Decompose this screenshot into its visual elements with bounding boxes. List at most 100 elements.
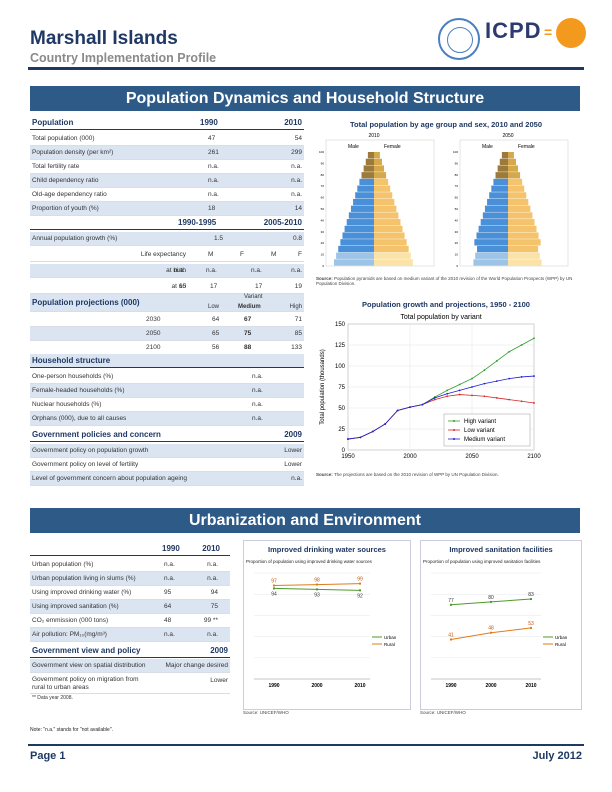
y-tick-label: 0 [342, 448, 346, 454]
legend-label: Rural [555, 642, 566, 647]
cell: 71 [294, 316, 302, 323]
pyramid-bar-female [508, 225, 537, 233]
water-chart-title: Improved drinking water sources [268, 545, 386, 554]
data-point [450, 603, 452, 606]
row-label: Orphans (000), due to all causes [32, 415, 127, 422]
water-source: Source: UNICEF/WHO [243, 710, 289, 715]
pyramid-age-tick: 50 [455, 207, 459, 211]
cell: 75 [210, 603, 218, 610]
row-label: Female-headed households (%) [32, 387, 125, 394]
pyramid-bar-female [508, 178, 523, 186]
pyramid-bar-female [374, 178, 389, 186]
data-point [273, 584, 275, 587]
cell: n.a. [208, 191, 219, 198]
header-label: Government policies and concern [32, 430, 161, 439]
male-label: Male [482, 144, 493, 150]
pyramid-bar-female [508, 198, 529, 206]
data-point [533, 402, 535, 404]
data-point [508, 377, 511, 380]
header-label: Household structure [32, 356, 111, 365]
table-row: Government policy on level of fertility L… [30, 458, 304, 472]
header-year: 2009 [284, 430, 302, 439]
water-chart: 1990 2000 2010 94 93 92 Urban 97 98 99 Rural [254, 572, 397, 689]
table-row: Government policy on population growth Lo… [30, 444, 304, 458]
x-tick-label: 2050 [465, 454, 479, 460]
pyramid-age-tick: 30 [455, 230, 459, 234]
pyramid-age-tick: 20 [455, 241, 459, 245]
pyramid-age-tick: 80 [455, 173, 459, 177]
data-point [421, 403, 424, 406]
data-label: 93 [314, 592, 320, 598]
page-number: Page 1 [30, 750, 66, 762]
cell: n.a. [291, 177, 302, 184]
pyramid-bar-male [348, 212, 374, 219]
table-row: Annual population growth (%) 1.5 0.8 [30, 232, 304, 246]
row-label: Proportion of youth (%) [32, 205, 99, 212]
data-point [316, 588, 318, 591]
pyramid-bar-male [355, 192, 374, 199]
table-row: Total population (000) 47 54 [30, 132, 304, 146]
data-label: 97 [271, 579, 277, 585]
data-point [520, 344, 523, 346]
pyramid-age-tick: 50 [321, 207, 325, 211]
period-label: 1990-1995 [178, 218, 217, 227]
sanitation-chart: 1990 2000 2010 77 80 83 Urban 41 48 53 Rural [431, 572, 568, 689]
row-label: Life expectancy [140, 251, 186, 258]
pyramid-bar-female [374, 198, 395, 206]
legend-label: Low variant [464, 428, 495, 434]
icpd-orange-logo-icon [556, 18, 586, 48]
table-row: Using improved drinking water (%) 95 94 [30, 586, 230, 600]
x-tick-label: 2000 [403, 454, 417, 460]
pyramid-age-tick: 90 [455, 161, 459, 165]
table-row: 2030 64 67 71 [30, 313, 304, 327]
cell: n.a. [251, 267, 262, 274]
data-point [384, 423, 387, 425]
pyramid-bar-male [473, 259, 508, 266]
pyramid-bar-male [482, 212, 508, 219]
pyramid-bar-male [475, 252, 508, 259]
header-year: 1990 [200, 118, 218, 127]
row-label: Nuclear households (%) [32, 401, 102, 408]
pyramid-bar-female [374, 185, 391, 192]
row-label: Government policy on level of fertility [32, 461, 139, 468]
pyramid-age-tick: 90 [321, 161, 325, 165]
pyramid-bar-male [334, 259, 374, 266]
data-point [458, 383, 461, 386]
cell: 15 [179, 283, 187, 290]
cell: n.a. [207, 561, 218, 568]
legend-marker [453, 429, 455, 431]
row-label: Old-age dependency ratio [32, 191, 107, 198]
pyramid-bar-female [374, 165, 385, 172]
header-label: Population projections (000) [32, 298, 140, 307]
icpd-logo: ICPD [485, 18, 542, 43]
table-row: Child dependency ratio n.a. n.a. [30, 174, 304, 188]
legend-label: Urban [555, 635, 568, 640]
pyramid-year: 2010 [368, 133, 379, 139]
data-point [495, 397, 498, 399]
pyramid-bar-male [501, 152, 508, 159]
x-tick-label: 2010 [525, 683, 536, 689]
data-point [471, 386, 473, 388]
data-point [450, 638, 452, 641]
pyramid-bar-female [508, 152, 514, 159]
row-label: Total population (000) [32, 135, 95, 142]
data-point [359, 436, 362, 439]
data-point [359, 582, 361, 585]
source-text: Population pyramids are based on medium … [316, 276, 573, 286]
pyramid-bar-male [495, 172, 508, 179]
population-table: Population 1990 2010 Total population (0… [30, 116, 304, 491]
pyramid-age-tick: 100 [453, 150, 458, 154]
data-point [446, 395, 449, 398]
pyramid-bar-male [350, 205, 374, 212]
logo-equals: = [544, 24, 553, 40]
source-label: Source: [316, 276, 333, 281]
data-label: 77 [448, 598, 454, 604]
legend-label: Rural [384, 642, 395, 647]
pyramid-bar-male [493, 178, 508, 186]
page-subtitle: Country Implementation Profile [30, 51, 217, 65]
legend-label: Urban [384, 635, 397, 640]
table-row: Government policy on migration from rura… [30, 674, 230, 694]
y-tick-label: 25 [338, 427, 345, 433]
data-point [483, 382, 486, 385]
row-label: One-person households (%) [32, 373, 114, 380]
